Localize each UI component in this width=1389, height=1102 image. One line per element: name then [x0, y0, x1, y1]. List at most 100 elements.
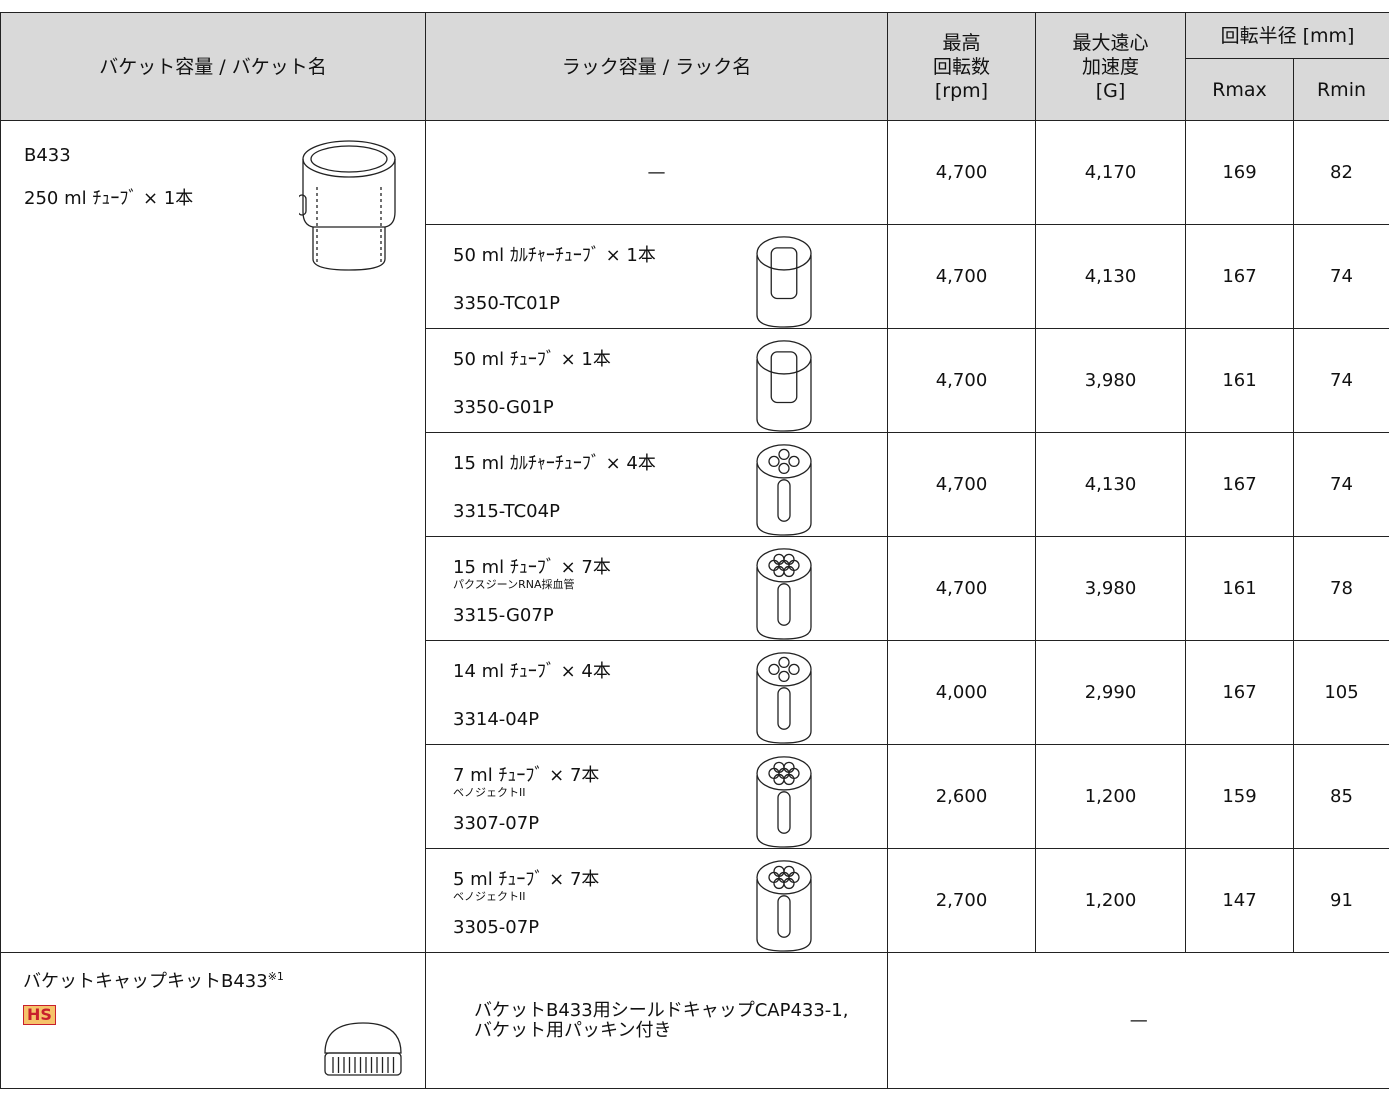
cap-kit-values: —	[886, 952, 1389, 1089]
rack-cell: 50 ml ﾁｭｰﾌﾞ × 1本 3350-G01P	[425, 328, 888, 433]
rack-name: 3307-07P	[453, 813, 540, 834]
value-rmin: 82	[1292, 120, 1389, 225]
value-rmax: 147	[1185, 848, 1294, 953]
value-rmin: 78	[1292, 536, 1389, 641]
rack-cell: —	[425, 120, 888, 225]
header-line: [G]	[1095, 79, 1126, 102]
capacity-text: 50 ml ﾁｭｰﾌﾞ × 1本	[453, 349, 611, 370]
rack-cell: 14 ml ﾁｭｰﾌﾞ × 4本 3314-04P	[425, 640, 888, 745]
cap-kit-description: バケットB433用シールドキャップCAP433-1, バケット用パッキン付き	[425, 952, 888, 1089]
rack-name: 3350-TC01P	[453, 293, 560, 314]
value-rmax: 159	[1185, 744, 1294, 849]
value-rmax: 169	[1185, 120, 1294, 225]
bucket-cell: B433 250 ml ﾁｭｰﾌﾞ × 1本	[0, 120, 426, 953]
capacity-text: 15 ml ﾁｭｰﾌﾞ × 7本	[453, 557, 611, 578]
table-body: B433 250 ml ﾁｭｰﾌﾞ × 1本 —4,700 4,170 169 82 50 …	[0, 120, 1389, 1089]
rack-name: 3314-04P	[453, 709, 540, 730]
rack-cell: 7 ml ﾁｭｰﾌﾞ × 7本 ベノジェクトII 3307-07P	[425, 744, 888, 849]
value-rpm: 4,700	[887, 536, 1036, 641]
rack-name: 3350-G01P	[453, 397, 554, 418]
rack-icon	[756, 340, 812, 432]
cap-icon	[324, 1022, 402, 1076]
header-line: 最大遠心	[1072, 31, 1149, 54]
description-line: バケット用パッキン付き	[474, 1019, 672, 1041]
table-row: B433 250 ml ﾁｭｰﾌﾞ × 1本 —4,700 4,170 169 82	[0, 120, 1389, 953]
header-line: 加速度	[1081, 55, 1139, 78]
table-row: 14 ml ﾁｭｰﾌﾞ × 4本 3314-04P 4,000 2,990 167 105	[1, 640, 1389, 745]
rack-capacity: 15 ml ｶﾙﾁｬｰﾁｭｰﾌﾞ × 4本	[453, 453, 656, 475]
value-rmax: 167	[1185, 224, 1294, 329]
header-bucket: バケット容量 / バケット名	[0, 12, 426, 121]
value-rpm: 4,700	[887, 120, 1036, 225]
value-g: 3,980	[1035, 536, 1186, 641]
rack-note: パクスジーンRNA採血管	[453, 578, 575, 591]
rack-capacity: 50 ml ｶﾙﾁｬｰﾁｭｰﾌﾞ × 1本	[453, 245, 656, 267]
rack-empty: —	[647, 162, 666, 183]
table-row: 15 ml ﾁｭｰﾌﾞ × 7本 パクスジーンRNA採血管 3315-G07P 4,7…	[1, 536, 1389, 641]
bucket-name: B433	[24, 145, 71, 166]
header-line: [rpm]	[934, 79, 989, 102]
rack-cell: 5 ml ﾁｭｰﾌﾞ × 7本 ベノジェクトII 3305-07P	[425, 848, 888, 953]
rack-note: ベノジェクトII	[453, 890, 526, 903]
rack-name: 3305-07P	[453, 917, 540, 938]
capacity-text: 5 ml ﾁｭｰﾌﾞ × 7本	[453, 869, 600, 890]
rack-icon	[756, 444, 812, 536]
bucket-capacity: 250 ml ﾁｭｰﾌﾞ × 1本	[24, 188, 194, 209]
cap-kit-name: バケットキャップキットB433	[23, 971, 268, 992]
rack-icon	[756, 756, 812, 848]
hs-badge: HS	[23, 1005, 56, 1025]
rack-cell: 15 ml ﾁｭｰﾌﾞ × 7本 パクスジーンRNA採血管 3315-G07P	[425, 536, 888, 641]
cap-kit-title: バケットキャップキットB433※1	[23, 967, 284, 993]
value-rpm: 4,700	[887, 328, 1036, 433]
capacity-text: 7 ml ﾁｭｰﾌﾞ × 7本	[453, 765, 600, 786]
table-row: 50 ml ﾁｭｰﾌﾞ × 1本 3350-G01P 4,700 3,980 161 74	[1, 328, 1389, 433]
header-line: 最高	[942, 31, 981, 54]
rack-icon	[756, 236, 812, 328]
capacity-text: 15 ml ｶﾙﾁｬｰﾁｭｰﾌﾞ × 4本	[453, 453, 656, 474]
rack-cell: 15 ml ｶﾙﾁｬｰﾁｭｰﾌﾞ × 4本 3315-TC04P	[425, 432, 888, 537]
table-row: 15 ml ｶﾙﾁｬｰﾁｭｰﾌﾞ × 4本 3315-TC04P 4,700 4,13…	[1, 432, 1389, 537]
rack-icon	[756, 860, 812, 952]
value-rmax: 167	[1185, 432, 1294, 537]
value-g: 1,200	[1035, 744, 1186, 849]
rack-icon	[756, 652, 812, 744]
rack-name: 3315-G07P	[453, 605, 554, 626]
header-speed: 最高 回転数 [rpm]	[887, 12, 1036, 121]
cap-row: バケットキャップキットB433※1 HS バケットB433用シールドキャップCAP4…	[0, 952, 1389, 1089]
value-g: 4,170	[1035, 120, 1186, 225]
empty-value: —	[1129, 1010, 1148, 1031]
header-g: 最大遠心 加速度 [G]	[1035, 12, 1186, 121]
value-g: 2,990	[1035, 640, 1186, 745]
value-rmax: 161	[1185, 328, 1294, 433]
header-rack: ラック容量 / ラック名	[425, 12, 888, 121]
value-rmin: 91	[1292, 848, 1389, 953]
rack-cell: 50 ml ｶﾙﾁｬｰﾁｭｰﾌﾞ × 1本 3350-TC01P	[425, 224, 888, 329]
table-row: 7 ml ﾁｭｰﾌﾞ × 7本 ベノジェクトII 3307-07P 2,600 1,20…	[1, 744, 1389, 849]
header-radius: 回転半径 [mm]	[1184, 12, 1389, 59]
value-g: 4,130	[1035, 432, 1186, 537]
header-rmax: Rmax	[1185, 58, 1294, 121]
rack-note: ベノジェクトII	[453, 786, 526, 799]
value-rmin: 74	[1292, 328, 1389, 433]
value-rpm: 4,700	[887, 432, 1036, 537]
value-rmax: 167	[1185, 640, 1294, 745]
rack-icon	[756, 548, 812, 640]
description-line: バケットB433用シールドキャップCAP433-1,	[474, 999, 849, 1021]
value-rmin: 74	[1292, 224, 1389, 329]
header-rmin: Rmin	[1292, 58, 1389, 121]
cap-kit-mark: ※1	[267, 970, 284, 983]
rack-capacity: 15 ml ﾁｭｰﾌﾞ × 7本 パクスジーンRNA採血管	[453, 557, 611, 591]
value-g: 4,130	[1035, 224, 1186, 329]
capacity-text: 50 ml ｶﾙﾁｬｰﾁｭｰﾌﾞ × 1本	[453, 245, 656, 266]
value-rpm: 2,600	[887, 744, 1036, 849]
rack-capacity: 14 ml ﾁｭｰﾌﾞ × 4本	[453, 661, 611, 683]
value-g: 1,200	[1035, 848, 1186, 953]
bucket-icon	[299, 140, 396, 271]
cap-kit-cell: バケットキャップキットB433※1 HS	[0, 952, 426, 1089]
value-rmin: 74	[1292, 432, 1389, 537]
value-g: 3,980	[1035, 328, 1186, 433]
spec-table: バケット容量 / バケット名 ラック容量 / ラック名 最高 回転数 [rpm] 最…	[0, 12, 1389, 1089]
value-rmin: 105	[1292, 640, 1389, 745]
rack-capacity: 50 ml ﾁｭｰﾌﾞ × 1本	[453, 349, 611, 371]
